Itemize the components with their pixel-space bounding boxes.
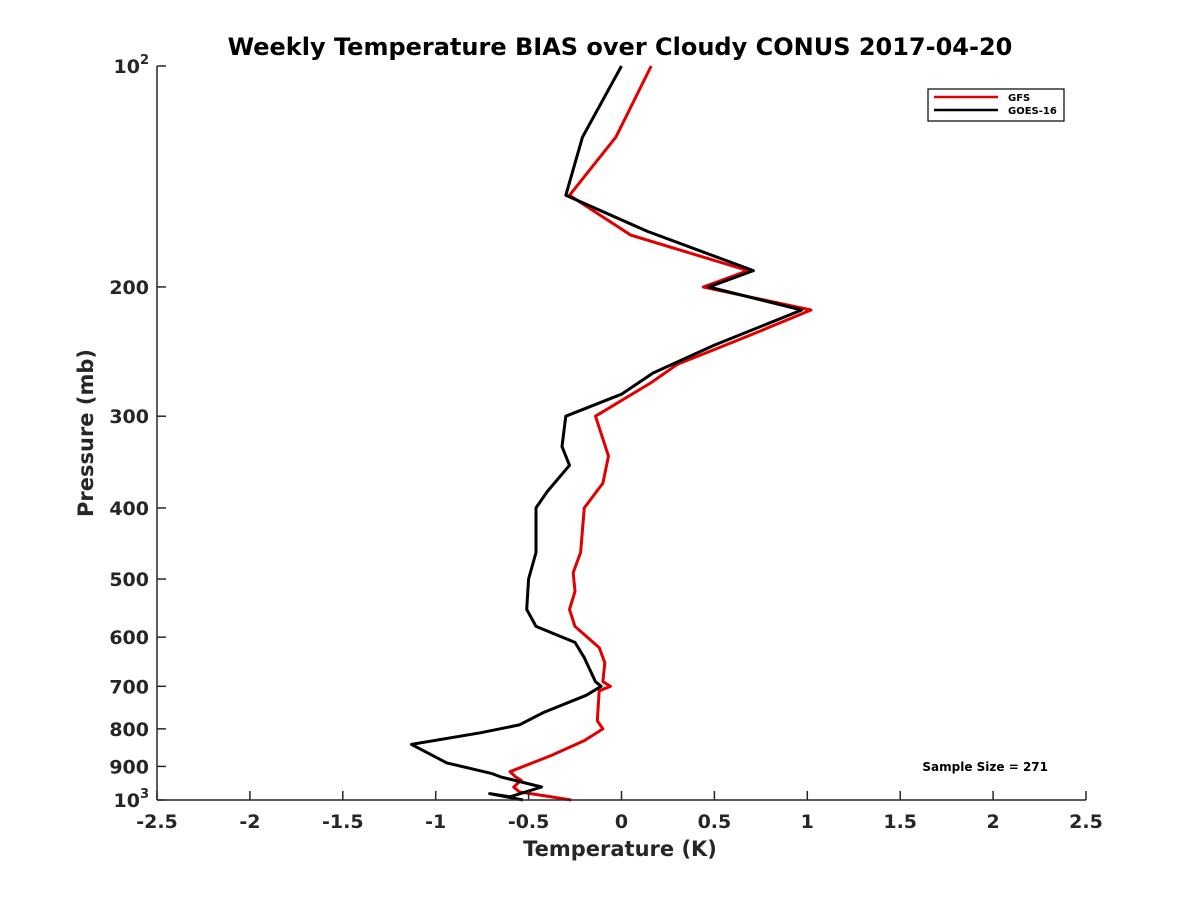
x-tick-label: 0 — [615, 811, 628, 833]
chart-title: Weekly Temperature BIAS over Cloudy CONU… — [228, 33, 1013, 61]
plot-series-group — [410, 65, 813, 802]
x-tick-label: 1.5 — [883, 811, 917, 833]
x-tick-label: 1 — [801, 811, 814, 833]
x-axis-ticks: -2.5 -2 -1.5 -1 -0.5 0 0.5 1 1.5 2 2.5 — [136, 791, 1103, 833]
y-tick-label: 102 — [114, 53, 150, 78]
y-tick-label: 700 — [109, 676, 149, 698]
y-tick-label: 103 — [114, 787, 150, 812]
y-tick-label: 400 — [109, 498, 149, 520]
x-tick-label: -2.5 — [136, 811, 178, 833]
y-tick-label: 200 — [109, 277, 149, 299]
x-axis-label: Temperature (K) — [523, 837, 717, 861]
series-line-goes16 — [410, 65, 804, 802]
x-tick-label: -1.5 — [322, 811, 364, 833]
x-tick-label: 0.5 — [698, 811, 732, 833]
sample-size-annotation: Sample Size = 271 — [922, 760, 1048, 774]
y-tick-label: 900 — [109, 756, 149, 778]
legend: GFS GOES-16 — [927, 88, 1065, 122]
y-tick-label: 300 — [109, 406, 149, 428]
y-tick-label: 500 — [109, 569, 149, 591]
y-tick-label: 800 — [109, 719, 149, 741]
x-tick-label: -2 — [239, 811, 260, 833]
y-axis-label: Pressure (mb) — [74, 349, 98, 517]
legend-label-gfs: GFS — [1008, 93, 1030, 104]
y-axis-ticks: 102 200 300 400 500 600 700 800 900 103 — [109, 53, 166, 812]
x-tick-label: -0.5 — [508, 811, 550, 833]
x-tick-label: 2 — [986, 811, 999, 833]
legend-label-goes16: GOES-16 — [1008, 106, 1057, 117]
x-tick-label: -1 — [425, 811, 446, 833]
x-tick-label: 2.5 — [1069, 811, 1103, 833]
series-line-gfs — [508, 65, 813, 802]
legend-box — [927, 88, 1065, 122]
y-tick-label: 600 — [109, 627, 149, 649]
